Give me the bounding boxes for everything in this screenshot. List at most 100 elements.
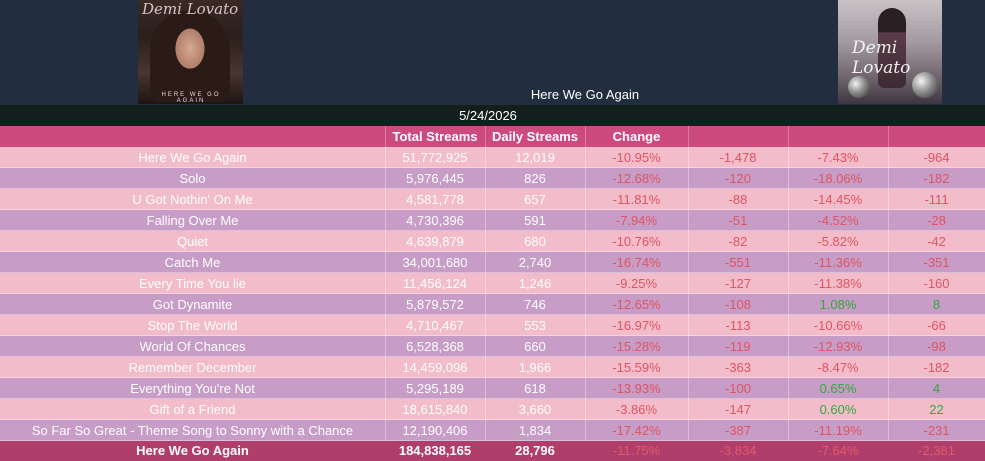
column-divider bbox=[485, 252, 486, 273]
table-row: U Got Nothin' On Me 4,581,778 657 -11.81% -8… bbox=[0, 189, 985, 210]
table-row: Solo 5,976,445 826 -12.68% -120 -18.06% -182 bbox=[0, 168, 985, 189]
column-divider bbox=[585, 168, 586, 189]
column-divider bbox=[888, 147, 889, 168]
table-row: Quiet 4,639,879 680 -10.76% -82 -5.82% -42 bbox=[0, 231, 985, 252]
total-album-name: Here We Go Again bbox=[136, 443, 249, 458]
column-divider bbox=[385, 210, 386, 231]
track-daily-change-percent: -17.42% bbox=[612, 423, 661, 438]
header-total-streams: Total Streams bbox=[392, 129, 478, 144]
column-divider bbox=[385, 189, 386, 210]
row-divider bbox=[0, 440, 985, 441]
track-daily-change-absolute: -100 bbox=[724, 381, 752, 396]
track-name: World Of Chances bbox=[139, 339, 246, 354]
column-divider bbox=[688, 378, 689, 399]
track-daily-change-percent: -10.95% bbox=[612, 150, 661, 165]
track-daily-streams: 618 bbox=[524, 381, 546, 396]
cover-portrait bbox=[150, 10, 230, 102]
track-name: Gift of a Friend bbox=[149, 402, 236, 417]
column-divider bbox=[688, 252, 689, 273]
cover-left-signature: Demi Lovato bbox=[142, 0, 239, 18]
cover-right-signature: Demi Lovato bbox=[852, 38, 911, 78]
track-total-streams: 12,190,406 bbox=[402, 423, 468, 438]
column-divider bbox=[385, 336, 386, 357]
track-name: Stop The World bbox=[147, 318, 238, 333]
column-divider bbox=[485, 189, 486, 210]
column-divider bbox=[788, 357, 789, 378]
column-divider bbox=[585, 252, 586, 273]
column-divider bbox=[788, 420, 789, 441]
total-change-percent: -11.75% bbox=[612, 443, 661, 458]
header-divider bbox=[585, 126, 586, 147]
track-weekly-change-percent: 1.08% bbox=[819, 297, 857, 312]
track-daily-streams: 2,740 bbox=[518, 255, 552, 270]
column-divider bbox=[788, 189, 789, 210]
column-divider bbox=[585, 210, 586, 231]
track-weekly-change-absolute: 8 bbox=[932, 297, 941, 312]
track-daily-streams: 1,246 bbox=[518, 276, 552, 291]
track-daily-change-absolute: -82 bbox=[728, 234, 748, 249]
total-change-absolute: -3,834 bbox=[719, 443, 757, 458]
track-total-streams: 5,295,189 bbox=[406, 381, 464, 396]
track-weekly-change-absolute: -231 bbox=[923, 423, 950, 438]
column-divider bbox=[485, 315, 486, 336]
column-divider bbox=[485, 399, 486, 420]
cover-left-title-strip: HERE WE GO AGAIN bbox=[161, 92, 221, 104]
column-divider bbox=[888, 420, 889, 441]
column-divider bbox=[688, 420, 689, 441]
total-streams-sum: 184,838,165 bbox=[398, 443, 472, 458]
track-name: Every Time You lie bbox=[139, 276, 246, 291]
column-divider bbox=[688, 357, 689, 378]
track-total-streams: 51,772,925 bbox=[402, 150, 468, 165]
track-daily-streams: 1,966 bbox=[518, 360, 552, 375]
track-daily-change-percent: -3.86% bbox=[615, 402, 658, 417]
track-name: Got Dynamite bbox=[152, 297, 233, 312]
column-divider bbox=[385, 378, 386, 399]
column-divider bbox=[788, 378, 789, 399]
table-row: Every Time You lie 11,456,124 1,246 -9.25% -… bbox=[0, 273, 985, 294]
column-divider bbox=[788, 399, 789, 420]
column-divider bbox=[888, 336, 889, 357]
track-daily-change-absolute: -108 bbox=[724, 297, 752, 312]
track-daily-streams: 1,834 bbox=[518, 423, 552, 438]
track-weekly-change-absolute: -66 bbox=[927, 318, 946, 333]
track-daily-streams: 657 bbox=[524, 192, 546, 207]
track-name: Solo bbox=[179, 171, 206, 186]
column-divider bbox=[485, 147, 486, 168]
column-divider bbox=[688, 336, 689, 357]
track-daily-change-absolute: -551 bbox=[724, 255, 752, 270]
column-divider bbox=[585, 231, 586, 252]
column-divider bbox=[385, 399, 386, 420]
track-weekly-change-percent: -18.06% bbox=[813, 171, 863, 186]
track-daily-streams: 12,019 bbox=[515, 150, 555, 165]
column-divider bbox=[888, 315, 889, 336]
column-divider bbox=[585, 378, 586, 399]
column-divider bbox=[888, 378, 889, 399]
column-divider bbox=[688, 210, 689, 231]
column-divider bbox=[688, 399, 689, 420]
track-total-streams: 5,879,572 bbox=[406, 297, 464, 312]
track-daily-streams: 746 bbox=[524, 297, 546, 312]
column-divider bbox=[688, 315, 689, 336]
track-name: So Far So Great - Theme Song to Sonny wi… bbox=[31, 423, 354, 438]
track-weekly-change-absolute: -111 bbox=[924, 192, 949, 207]
row-divider bbox=[0, 356, 985, 357]
track-daily-change-percent: -16.97% bbox=[612, 318, 661, 333]
row-divider bbox=[0, 209, 985, 210]
column-divider bbox=[385, 420, 386, 441]
track-weekly-change-percent: -11.19% bbox=[814, 423, 862, 438]
column-divider bbox=[688, 189, 689, 210]
table-row: Falling Over Me 4,730,396 591 -7.94% -51 -4.5… bbox=[0, 210, 985, 231]
track-weekly-change-percent: -10.66% bbox=[813, 318, 863, 333]
table-row: Got Dynamite 5,879,572 746 -12.65% -108 1.08%… bbox=[0, 294, 985, 315]
column-divider bbox=[888, 168, 889, 189]
track-weekly-change-percent: -7.43% bbox=[817, 150, 859, 165]
table-row: Gift of a Friend 18,615,840 3,660 -3.86% -14… bbox=[0, 399, 985, 420]
report-date: 5/24/2026 bbox=[459, 108, 517, 123]
column-divider bbox=[585, 189, 586, 210]
column-divider bbox=[485, 168, 486, 189]
track-daily-change-absolute: -120 bbox=[724, 171, 752, 186]
column-divider bbox=[688, 231, 689, 252]
track-daily-streams: 826 bbox=[524, 171, 546, 186]
column-divider bbox=[485, 357, 486, 378]
track-daily-change-percent: -12.65% bbox=[612, 297, 661, 312]
